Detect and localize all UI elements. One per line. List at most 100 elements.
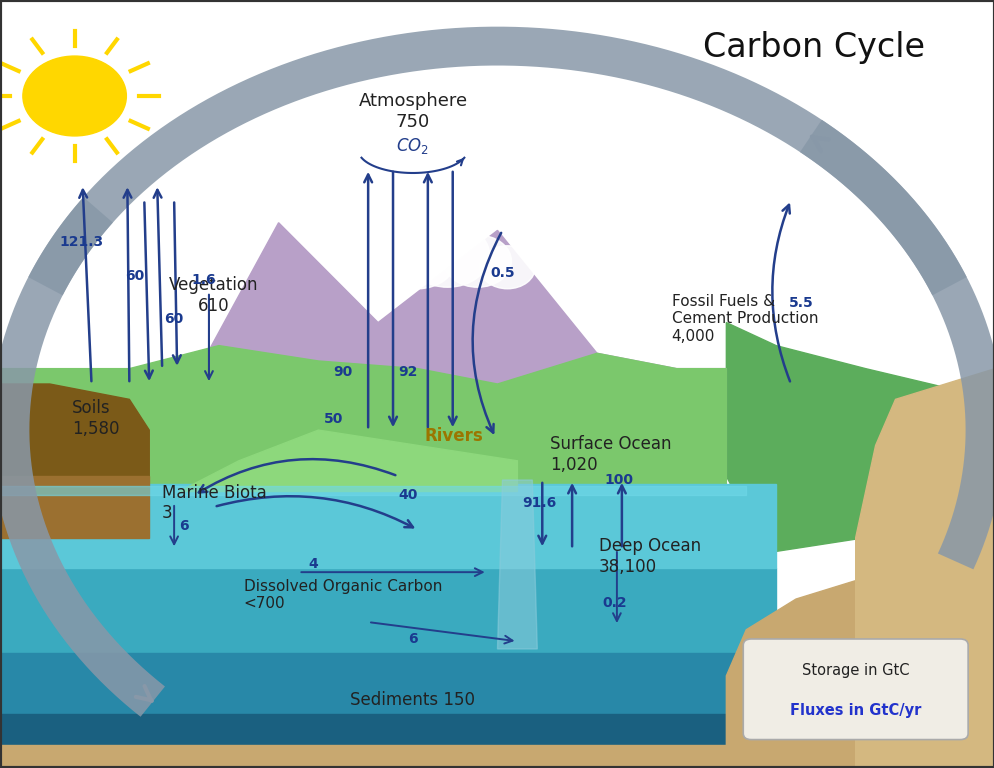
Bar <box>0 750 994 760</box>
Bar <box>0 754 994 765</box>
Bar <box>0 757 994 768</box>
Bar <box>0 753 994 763</box>
Bar <box>0 756 994 766</box>
Bar <box>0 750 994 761</box>
Bar <box>0 750 994 760</box>
Text: 0.5: 0.5 <box>490 266 514 280</box>
Bar <box>0 750 994 760</box>
Circle shape <box>380 230 455 289</box>
Bar <box>0 756 994 766</box>
Bar <box>0 653 746 714</box>
Bar <box>0 752 994 762</box>
Circle shape <box>479 246 535 289</box>
Bar <box>0 752 994 762</box>
Bar <box>0 755 994 766</box>
Polygon shape <box>726 538 994 768</box>
Bar <box>0 756 994 766</box>
Text: 6: 6 <box>408 632 417 646</box>
Text: Surface Ocean
1,020: Surface Ocean 1,020 <box>550 435 671 474</box>
Text: Vegetation
610: Vegetation 610 <box>169 276 258 315</box>
Bar <box>0 750 994 760</box>
Text: Fossil Fuels &
Cement Production
4,000: Fossil Fuels & Cement Production 4,000 <box>671 294 817 343</box>
Bar <box>0 750 994 760</box>
Polygon shape <box>129 223 726 492</box>
Bar <box>0 754 994 765</box>
Bar <box>0 757 994 767</box>
Bar <box>0 750 994 761</box>
Bar <box>0 753 994 763</box>
Text: 90: 90 <box>333 366 353 379</box>
Text: 92: 92 <box>398 366 417 379</box>
Bar <box>0 752 994 763</box>
Bar <box>0 755 994 766</box>
Text: 4: 4 <box>308 558 318 571</box>
Text: 0.2: 0.2 <box>602 596 626 610</box>
Bar <box>0 750 994 761</box>
Bar <box>0 749 994 759</box>
Text: $\it{CO_2}$: $\it{CO_2}$ <box>396 136 429 156</box>
Circle shape <box>406 223 489 287</box>
Text: Atmosphere
750: Atmosphere 750 <box>358 92 467 131</box>
Bar <box>0 749 994 760</box>
Text: 1.6: 1.6 <box>192 273 216 287</box>
Bar <box>0 756 994 766</box>
Bar <box>0 756 994 767</box>
Text: Carbon Cycle: Carbon Cycle <box>703 31 924 64</box>
Polygon shape <box>179 430 517 492</box>
Bar <box>0 754 994 764</box>
Polygon shape <box>497 480 537 649</box>
Bar <box>0 748 994 759</box>
Bar <box>0 751 994 762</box>
Bar <box>0 749 994 759</box>
Bar <box>0 757 994 767</box>
Polygon shape <box>0 346 726 492</box>
Bar <box>0 748 994 759</box>
Bar <box>0 756 994 767</box>
Text: Marine Biota
3: Marine Biota 3 <box>162 484 266 522</box>
Text: Soils
1,580: Soils 1,580 <box>72 399 119 438</box>
Bar <box>0 753 994 764</box>
Polygon shape <box>0 476 149 538</box>
Circle shape <box>23 56 126 136</box>
Bar <box>0 748 994 759</box>
Text: 50: 50 <box>323 412 343 425</box>
Bar <box>0 752 994 763</box>
Bar <box>0 755 994 765</box>
Bar <box>0 751 994 761</box>
Text: Fluxes in GtC/yr: Fluxes in GtC/yr <box>789 703 920 718</box>
Bar <box>0 755 994 765</box>
Bar <box>0 754 994 765</box>
Bar <box>0 753 994 763</box>
Bar <box>0 714 746 745</box>
Bar <box>0 754 994 764</box>
Bar <box>0 750 994 760</box>
Bar <box>0 753 994 763</box>
Polygon shape <box>726 323 994 553</box>
Text: Storage in GtC: Storage in GtC <box>801 663 909 678</box>
Bar <box>0 749 994 760</box>
Bar <box>0 751 994 761</box>
Bar <box>0 753 994 763</box>
Bar <box>0 756 994 766</box>
Bar <box>0 755 994 765</box>
Text: 91.6: 91.6 <box>522 496 556 510</box>
Circle shape <box>443 235 511 287</box>
Bar <box>0 750 994 760</box>
Bar <box>0 757 994 768</box>
Bar <box>0 757 994 767</box>
Bar <box>0 749 994 760</box>
Bar <box>0 752 994 763</box>
Bar <box>0 754 994 764</box>
Text: 5.5: 5.5 <box>788 296 812 310</box>
Bar <box>0 756 994 766</box>
Bar <box>0 753 994 763</box>
Text: Dissolved Organic Carbon
<700: Dissolved Organic Carbon <700 <box>244 579 441 611</box>
Bar <box>0 751 994 761</box>
Bar <box>0 752 994 762</box>
Bar <box>0 750 994 760</box>
Text: Rivers: Rivers <box>423 427 483 445</box>
Bar <box>0 756 994 766</box>
Bar <box>0 756 994 766</box>
Bar <box>0 751 994 762</box>
Text: 100: 100 <box>603 473 633 487</box>
